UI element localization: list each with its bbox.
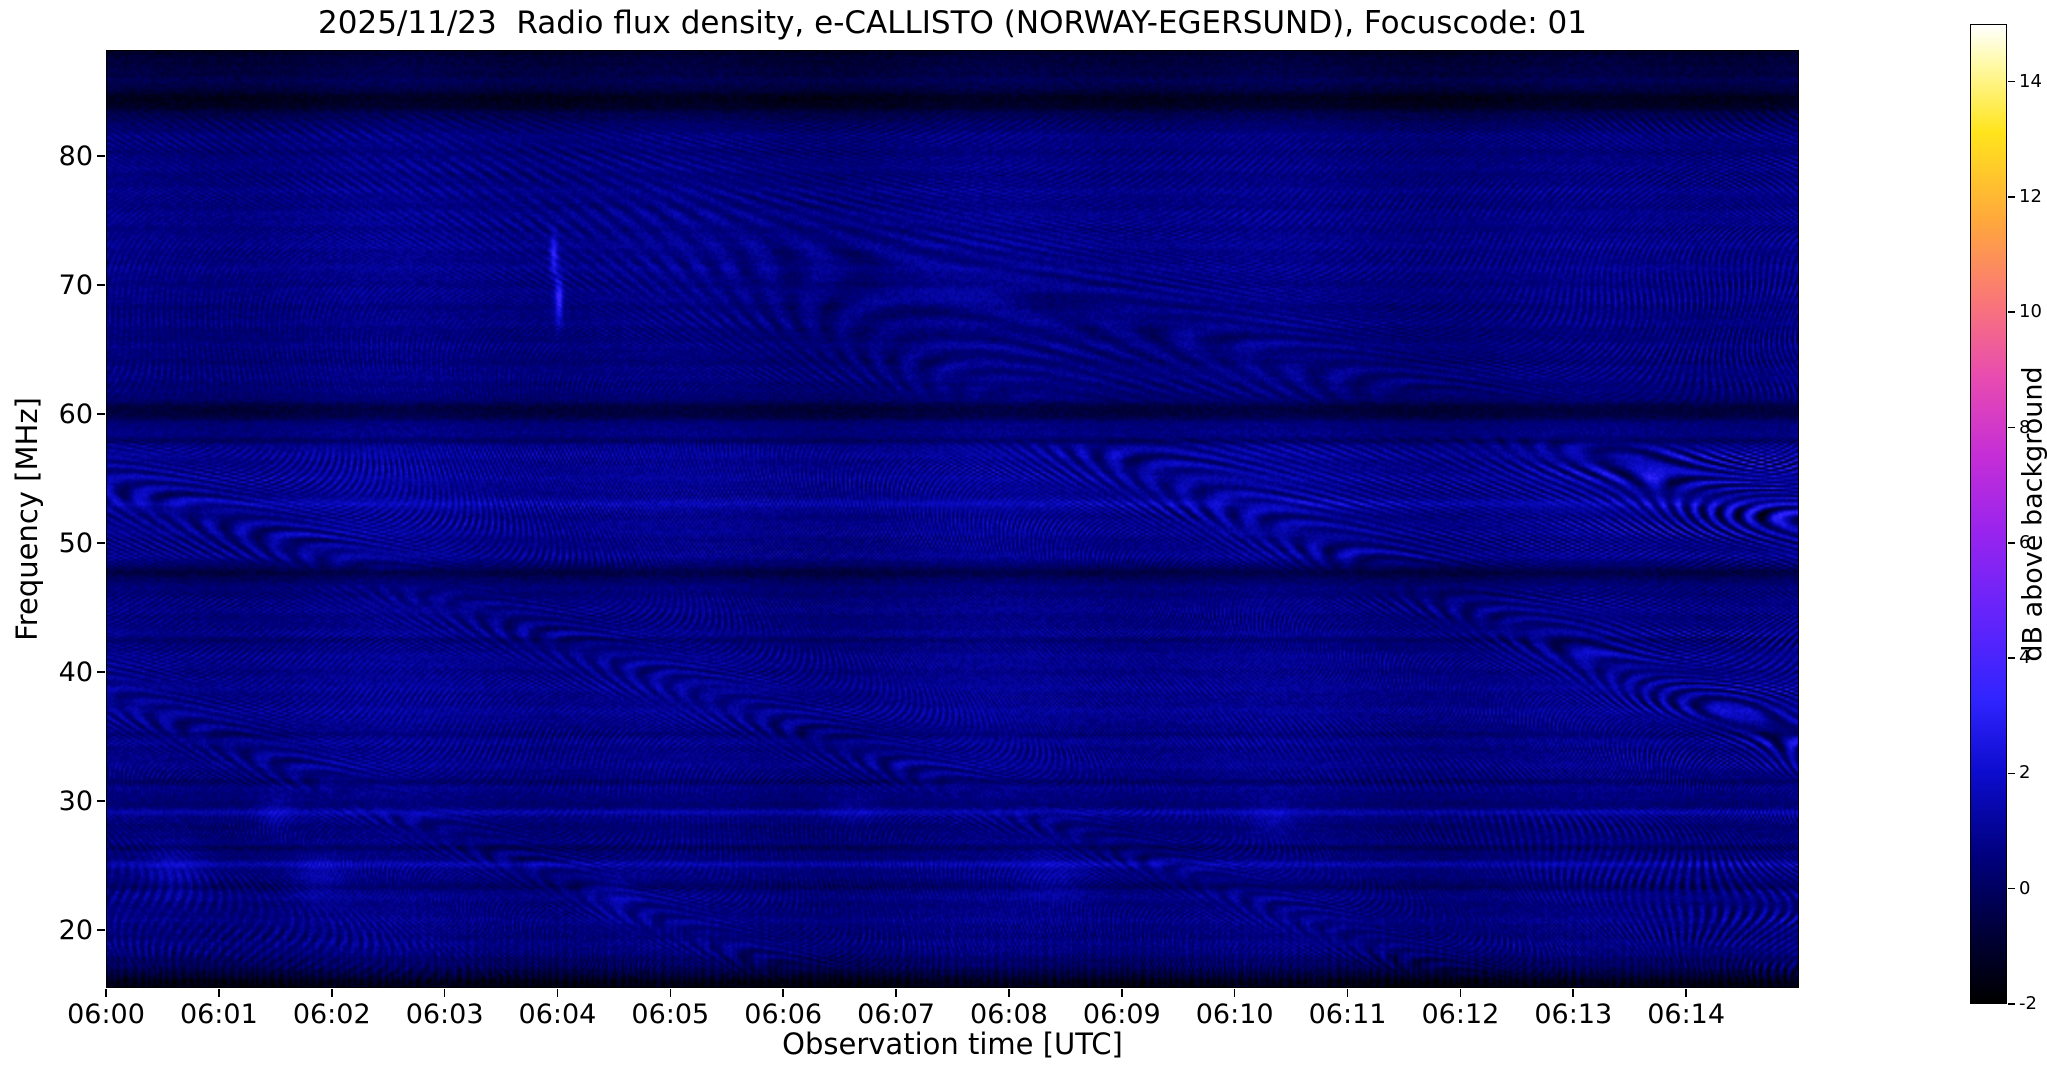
- colorbar-tick-label: 0: [2019, 877, 2031, 899]
- colorbar-tick-mark: [2008, 657, 2015, 659]
- x-tick-mark: [105, 989, 107, 997]
- x-tick-label: 06:08: [970, 999, 1048, 1030]
- x-tick-label: 06:07: [857, 999, 935, 1030]
- y-tick-mark: [97, 413, 105, 415]
- x-tick-mark: [669, 989, 672, 997]
- x-tick-mark: [1121, 989, 1123, 997]
- y-tick-label: 80: [58, 140, 93, 172]
- colorbar-tick-mark: [2008, 1003, 2015, 1005]
- colorbar-tick-label: 6: [2019, 531, 2031, 553]
- colorbar-tick-label: 2: [2019, 762, 2031, 784]
- plot-area: [106, 50, 1799, 988]
- x-tick-mark: [1233, 989, 1236, 997]
- x-tick-label: 06:01: [179, 999, 258, 1030]
- y-tick-mark: [97, 154, 105, 157]
- x-tick-label: 06:00: [67, 999, 145, 1030]
- colorbar-tick-mark: [2008, 426, 2015, 429]
- y-tick-mark: [97, 671, 105, 673]
- x-axis-label: Observation time [UTC]: [782, 1027, 1123, 1061]
- x-tick-mark: [218, 989, 220, 997]
- x-tick-mark: [556, 989, 559, 997]
- y-tick-label: 50: [58, 527, 93, 559]
- colorbar-tick-label: 10: [2019, 301, 2042, 323]
- x-tick-label: 06:02: [292, 999, 371, 1030]
- y-tick-mark: [97, 800, 105, 802]
- x-tick-label: 06:05: [631, 999, 710, 1030]
- y-tick-label: 30: [58, 785, 93, 817]
- x-tick-mark: [330, 989, 333, 997]
- y-tick-label: 20: [58, 914, 93, 946]
- x-tick-mark: [1346, 989, 1349, 997]
- y-tick-mark: [97, 542, 105, 544]
- colorbar-tick-mark: [2008, 542, 2015, 544]
- x-tick-mark: [1008, 989, 1010, 997]
- x-tick-label: 06:14: [1647, 999, 1726, 1030]
- x-tick-mark: [1459, 989, 1462, 997]
- x-tick-mark: [1572, 989, 1575, 997]
- spectrogram-canvas: [107, 51, 1798, 987]
- colorbar-tick-label: 14: [2019, 70, 2042, 92]
- x-tick-label: 06:13: [1534, 999, 1613, 1030]
- colorbar-tick-mark: [2008, 196, 2015, 198]
- x-tick-label: 06:04: [518, 999, 597, 1030]
- x-tick-mark: [1685, 989, 1687, 997]
- y-tick-mark: [97, 284, 105, 286]
- colorbar-tick-mark: [2008, 80, 2015, 83]
- chart-title: 2025/11/23 Radio flux density, e-CALLIST…: [318, 5, 1587, 41]
- colorbar-tick-label: -2: [2019, 993, 2037, 1014]
- y-axis-label: Frequency [MHz]: [10, 397, 44, 641]
- colorbar-tick-label: 8: [2019, 416, 2031, 438]
- x-tick-label: 06:03: [405, 999, 484, 1030]
- x-tick-label: 06:09: [1082, 999, 1161, 1030]
- x-tick-label: 06:11: [1308, 999, 1387, 1030]
- colorbar-gradient: [1970, 24, 2007, 1004]
- y-tick-label: 40: [58, 656, 93, 688]
- x-tick-mark: [782, 989, 784, 997]
- y-tick-mark: [97, 929, 105, 931]
- x-tick-label: 06:10: [1195, 999, 1274, 1030]
- x-tick-label: 06:12: [1421, 999, 1500, 1030]
- colorbar-tick-mark: [2008, 887, 2015, 890]
- colorbar-tick-mark: [2008, 772, 2015, 775]
- colorbar-tick-label: 4: [2019, 647, 2031, 669]
- y-tick-label: 60: [58, 398, 93, 430]
- y-tick-label: 70: [58, 269, 93, 301]
- x-tick-label: 06:06: [744, 999, 823, 1030]
- colorbar-label: dB above background: [2017, 366, 2047, 662]
- x-tick-mark: [443, 989, 446, 997]
- colorbar-tick-mark: [2008, 311, 2015, 313]
- colorbar-tick-label: 12: [2019, 185, 2042, 207]
- x-tick-mark: [895, 989, 897, 997]
